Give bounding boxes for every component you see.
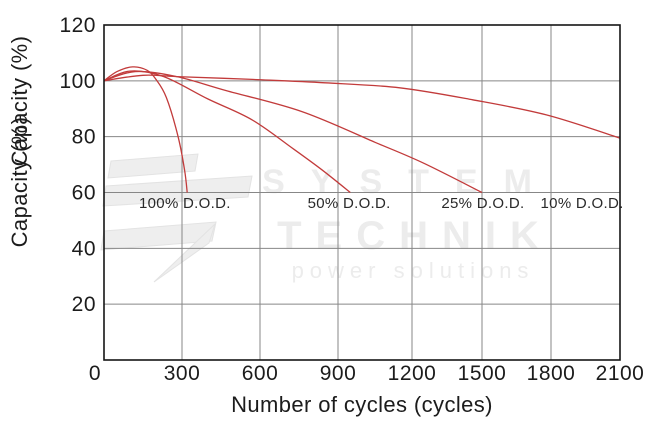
- series-annotations: 100% D.O.D. 50% D.O.D. 25% D.O.D. 10% D.O.D…: [139, 195, 624, 212]
- y-tick-label: 20: [72, 293, 96, 316]
- x-tick-label: 0: [89, 362, 101, 385]
- y-tick-label: 120: [59, 14, 96, 37]
- brand-bolt-logo-icon: [100, 153, 253, 283]
- data-series: [103, 66, 621, 194]
- annotation-label: 100% D.O.D.: [139, 195, 231, 212]
- x-tick-label: 900: [320, 362, 357, 385]
- y-tick-label: 40: [72, 237, 96, 260]
- y-axis-tick-labels: 20 40 60 80 100 120: [59, 14, 96, 316]
- watermark-text-power-solutions: power solutions: [292, 258, 535, 283]
- y-tick-label: 80: [72, 126, 96, 149]
- x-tick-label: 1200: [388, 362, 437, 385]
- annotation-label: 25% D.O.D.: [441, 195, 524, 212]
- watermark-text-technik: TECHNIK: [277, 214, 553, 258]
- annotation-label: 50% D.O.D.: [308, 195, 391, 212]
- y-tick-label: 60: [72, 182, 96, 205]
- x-axis-tick-labels: 0 300 600 900 1200 1500 1800 2100: [89, 362, 644, 385]
- curve-100-d-o-d: [103, 66, 188, 193]
- x-axis-title: Number of cycles (cycles): [231, 392, 493, 417]
- y-axis-title: Capacity (%): [7, 36, 32, 167]
- curve-10-d-o-d: [103, 74, 621, 139]
- watermark-text-system: SYSTEM: [262, 163, 558, 201]
- x-tick-label: 1800: [527, 362, 576, 385]
- plot-border: [103, 24, 621, 361]
- curve-50-d-o-d: [103, 70, 351, 194]
- x-tick-label: 300: [164, 362, 201, 385]
- y-tick-label: 100: [59, 70, 96, 93]
- annotation-label: 10% D.O.D.: [541, 195, 624, 212]
- x-tick-label: 1500: [458, 362, 507, 385]
- y-axis-title-duplicate: Capacity (%): [7, 117, 32, 248]
- x-tick-label: 2100: [596, 362, 645, 385]
- x-tick-label: 600: [242, 362, 279, 385]
- curve-25-d-o-d: [103, 70, 483, 194]
